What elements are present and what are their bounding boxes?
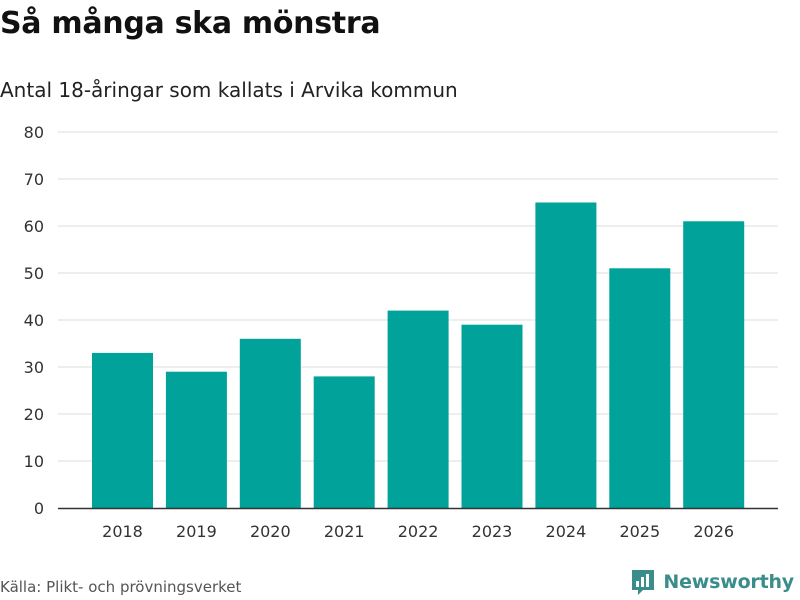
bars (92, 202, 745, 509)
y-tick-label: 70 (24, 170, 44, 189)
brand-name: Newsworthy (663, 571, 794, 593)
bar-2022 (387, 310, 449, 508)
source-note: Källa: Plikt- och prövningsverket (0, 578, 242, 596)
x-tick-label: 2020 (250, 522, 291, 541)
chart-title: Så många ska mönstra (0, 6, 381, 41)
x-tick-label: 2021 (324, 522, 365, 541)
y-tick-label: 40 (24, 311, 44, 330)
chart-subtitle: Antal 18-åringar som kallats i Arvika ko… (0, 78, 458, 102)
bar-2026 (683, 221, 745, 509)
bar-2018 (92, 352, 153, 508)
y-axis-ticks: 0 10 20 30 40 50 60 70 80 (24, 123, 44, 518)
x-tick-label: 2025 (619, 522, 660, 541)
y-tick-label: 20 (24, 405, 44, 424)
bar-2021 (313, 376, 375, 508)
x-tick-label: 2023 (472, 522, 513, 541)
x-axis-ticks: 2018 2019 2020 2021 2022 2023 2024 2025 2026 (102, 522, 734, 541)
bar-2020 (239, 338, 301, 508)
x-tick-label: 2018 (102, 522, 143, 541)
x-tick-label: 2019 (176, 522, 217, 541)
newsworthy-logo-icon (632, 570, 655, 595)
y-tick-label: 80 (24, 123, 44, 142)
y-tick-label: 0 (34, 499, 44, 518)
bar-2025 (609, 268, 671, 508)
y-tick-label: 60 (24, 217, 44, 236)
bar-2023 (461, 324, 523, 508)
x-tick-label: 2026 (693, 522, 734, 541)
bar-2019 (165, 371, 227, 508)
bar-2024 (535, 202, 597, 508)
newsworthy-logo: Newsworthy (630, 568, 794, 596)
y-tick-label: 30 (24, 358, 44, 377)
x-tick-label: 2022 (398, 522, 439, 541)
y-tick-label: 50 (24, 264, 44, 283)
y-tick-label: 10 (24, 452, 44, 471)
x-tick-label: 2024 (546, 522, 587, 541)
